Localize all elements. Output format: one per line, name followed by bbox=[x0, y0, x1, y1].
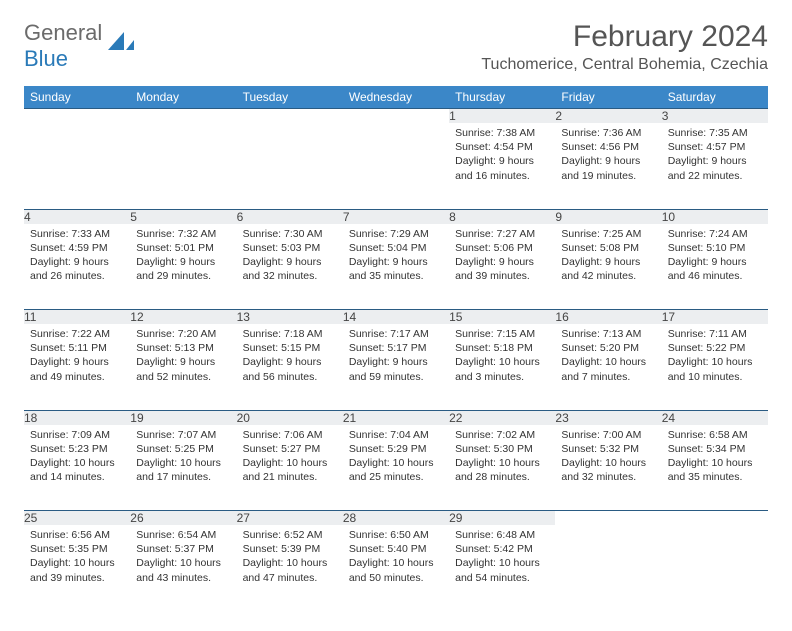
calendar-table: SundayMondayTuesdayWednesdayThursdayFrid… bbox=[24, 86, 768, 611]
empty-cell bbox=[662, 511, 768, 526]
calendar-header-cell: Friday bbox=[555, 86, 661, 109]
calendar-header-cell: Wednesday bbox=[343, 86, 449, 109]
calendar-daynum-row: 123 bbox=[24, 109, 768, 124]
day-content: Sunrise: 7:20 AMSunset: 5:13 PMDaylight:… bbox=[130, 324, 236, 390]
day-content: Sunrise: 7:36 AMSunset: 4:56 PMDaylight:… bbox=[555, 123, 661, 189]
day-content: Sunrise: 6:56 AMSunset: 5:35 PMDaylight:… bbox=[24, 525, 130, 591]
day-content: Sunrise: 7:27 AMSunset: 5:06 PMDaylight:… bbox=[449, 224, 555, 290]
logo-sail-icon bbox=[108, 32, 134, 59]
empty-cell bbox=[130, 109, 236, 124]
day-number: 6 bbox=[237, 209, 343, 224]
day-number: 29 bbox=[449, 511, 555, 526]
day-content: Sunrise: 7:35 AMSunset: 4:57 PMDaylight:… bbox=[662, 123, 768, 189]
day-number: 26 bbox=[130, 511, 236, 526]
empty-cell bbox=[662, 525, 768, 611]
day-content: Sunrise: 7:25 AMSunset: 5:08 PMDaylight:… bbox=[555, 224, 661, 290]
day-number: 14 bbox=[343, 310, 449, 325]
day-number: 10 bbox=[662, 209, 768, 224]
calendar-header-row: SundayMondayTuesdayWednesdayThursdayFrid… bbox=[24, 86, 768, 109]
calendar-daynum-row: 11121314151617 bbox=[24, 310, 768, 325]
empty-cell bbox=[237, 123, 343, 209]
day-number: 19 bbox=[130, 410, 236, 425]
empty-cell bbox=[343, 123, 449, 209]
day-number: 1 bbox=[449, 109, 555, 124]
calendar-header-cell: Saturday bbox=[662, 86, 768, 109]
day-number: 11 bbox=[24, 310, 130, 325]
day-number: 16 bbox=[555, 310, 661, 325]
day-content: Sunrise: 7:30 AMSunset: 5:03 PMDaylight:… bbox=[237, 224, 343, 290]
empty-cell bbox=[24, 123, 130, 209]
location: Tuchomerice, Central Bohemia, Czechia bbox=[481, 56, 768, 74]
calendar-content-row: Sunrise: 6:56 AMSunset: 5:35 PMDaylight:… bbox=[24, 525, 768, 611]
day-content: Sunrise: 7:11 AMSunset: 5:22 PMDaylight:… bbox=[662, 324, 768, 390]
day-content: Sunrise: 6:50 AMSunset: 5:40 PMDaylight:… bbox=[343, 525, 449, 591]
day-content: Sunrise: 7:18 AMSunset: 5:15 PMDaylight:… bbox=[237, 324, 343, 390]
day-number: 2 bbox=[555, 109, 661, 124]
day-content: Sunrise: 7:24 AMSunset: 5:10 PMDaylight:… bbox=[662, 224, 768, 290]
day-content: Sunrise: 7:13 AMSunset: 5:20 PMDaylight:… bbox=[555, 324, 661, 390]
day-content: Sunrise: 6:54 AMSunset: 5:37 PMDaylight:… bbox=[130, 525, 236, 591]
day-content: Sunrise: 7:02 AMSunset: 5:30 PMDaylight:… bbox=[449, 425, 555, 491]
calendar-daynum-row: 2526272829 bbox=[24, 511, 768, 526]
day-number: 5 bbox=[130, 209, 236, 224]
empty-cell bbox=[24, 109, 130, 124]
day-number: 20 bbox=[237, 410, 343, 425]
day-content: Sunrise: 6:52 AMSunset: 5:39 PMDaylight:… bbox=[237, 525, 343, 591]
calendar-daynum-row: 45678910 bbox=[24, 209, 768, 224]
title-block: February 2024 Tuchomerice, Central Bohem… bbox=[481, 20, 768, 74]
day-content: Sunrise: 7:29 AMSunset: 5:04 PMDaylight:… bbox=[343, 224, 449, 290]
day-number: 12 bbox=[130, 310, 236, 325]
empty-cell bbox=[343, 109, 449, 124]
empty-cell bbox=[555, 511, 661, 526]
day-content: Sunrise: 7:07 AMSunset: 5:25 PMDaylight:… bbox=[130, 425, 236, 491]
day-number: 28 bbox=[343, 511, 449, 526]
day-content: Sunrise: 7:09 AMSunset: 5:23 PMDaylight:… bbox=[24, 425, 130, 491]
header: General Blue February 2024 Tuchomerice, … bbox=[24, 20, 768, 74]
day-content: Sunrise: 7:06 AMSunset: 5:27 PMDaylight:… bbox=[237, 425, 343, 491]
day-content: Sunrise: 7:32 AMSunset: 5:01 PMDaylight:… bbox=[130, 224, 236, 290]
day-number: 22 bbox=[449, 410, 555, 425]
calendar-daynum-row: 18192021222324 bbox=[24, 410, 768, 425]
empty-cell bbox=[555, 525, 661, 611]
logo: General Blue bbox=[24, 20, 134, 72]
day-number: 27 bbox=[237, 511, 343, 526]
day-content: Sunrise: 7:22 AMSunset: 5:11 PMDaylight:… bbox=[24, 324, 130, 390]
day-content: Sunrise: 7:15 AMSunset: 5:18 PMDaylight:… bbox=[449, 324, 555, 390]
logo-text-blue: Blue bbox=[24, 46, 68, 71]
empty-cell bbox=[237, 109, 343, 124]
day-content: Sunrise: 7:00 AMSunset: 5:32 PMDaylight:… bbox=[555, 425, 661, 491]
day-number: 21 bbox=[343, 410, 449, 425]
day-number: 24 bbox=[662, 410, 768, 425]
day-number: 8 bbox=[449, 209, 555, 224]
day-content: Sunrise: 7:17 AMSunset: 5:17 PMDaylight:… bbox=[343, 324, 449, 390]
day-content: Sunrise: 7:04 AMSunset: 5:29 PMDaylight:… bbox=[343, 425, 449, 491]
day-content: Sunrise: 6:58 AMSunset: 5:34 PMDaylight:… bbox=[662, 425, 768, 491]
day-number: 3 bbox=[662, 109, 768, 124]
calendar-content-row: Sunrise: 7:33 AMSunset: 4:59 PMDaylight:… bbox=[24, 224, 768, 310]
calendar-content-row: Sunrise: 7:38 AMSunset: 4:54 PMDaylight:… bbox=[24, 123, 768, 209]
day-number: 7 bbox=[343, 209, 449, 224]
month-title: February 2024 bbox=[481, 20, 768, 54]
calendar-header-cell: Monday bbox=[130, 86, 236, 109]
day-number: 23 bbox=[555, 410, 661, 425]
day-content: Sunrise: 6:48 AMSunset: 5:42 PMDaylight:… bbox=[449, 525, 555, 591]
day-number: 13 bbox=[237, 310, 343, 325]
day-number: 25 bbox=[24, 511, 130, 526]
day-number: 15 bbox=[449, 310, 555, 325]
day-number: 18 bbox=[24, 410, 130, 425]
day-number: 4 bbox=[24, 209, 130, 224]
calendar-header-cell: Thursday bbox=[449, 86, 555, 109]
logo-text-general: General bbox=[24, 20, 102, 45]
calendar-content-row: Sunrise: 7:09 AMSunset: 5:23 PMDaylight:… bbox=[24, 425, 768, 511]
day-content: Sunrise: 7:33 AMSunset: 4:59 PMDaylight:… bbox=[24, 224, 130, 290]
day-number: 17 bbox=[662, 310, 768, 325]
calendar-header-cell: Sunday bbox=[24, 86, 130, 109]
empty-cell bbox=[130, 123, 236, 209]
calendar-header-cell: Tuesday bbox=[237, 86, 343, 109]
day-number: 9 bbox=[555, 209, 661, 224]
calendar-content-row: Sunrise: 7:22 AMSunset: 5:11 PMDaylight:… bbox=[24, 324, 768, 410]
day-content: Sunrise: 7:38 AMSunset: 4:54 PMDaylight:… bbox=[449, 123, 555, 189]
